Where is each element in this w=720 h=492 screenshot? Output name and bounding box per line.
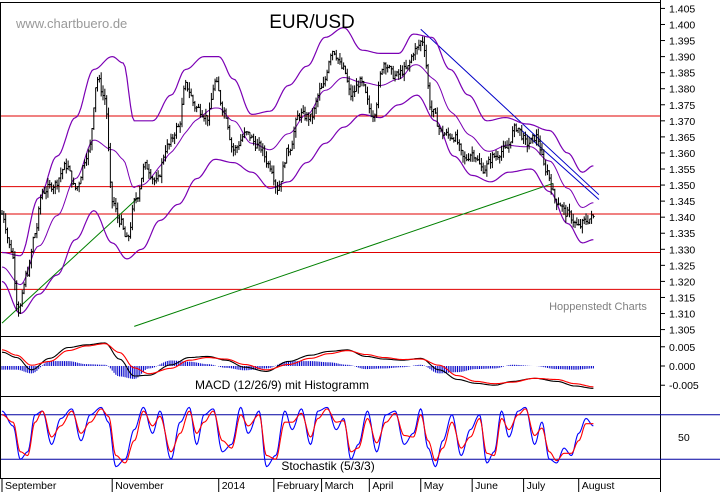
price-tick-label: 1.390: [669, 52, 695, 64]
price-tick-label: 1.405: [669, 3, 695, 15]
trend-lines: [1, 28, 600, 327]
price-tick-label: 1.360: [669, 148, 695, 160]
stochastic-tick-label: 50: [678, 432, 690, 444]
month-axis: September November 2014 February March April M…: [1, 478, 615, 492]
macd-tick-label: 0.000: [669, 361, 695, 373]
macd-signal-line: [1, 343, 594, 388]
price-axis: 1.305 1.310 1.315 1.320 1.325 1.330 1.335 1.340…: [660, 3, 695, 337]
bollinger-bands: [1, 27, 594, 315]
price-tick-label: 1.370: [669, 116, 695, 128]
price-bars: [0, 36, 595, 317]
month-label: April: [372, 480, 393, 492]
bollinger-upper: [1, 27, 594, 257]
stochastic-panel: 50: [1, 406, 720, 468]
price-tick-label: 1.355: [669, 164, 695, 176]
price-tick-label: 1.350: [669, 180, 695, 192]
month-label: March: [325, 480, 354, 492]
price-tick-label: 1.330: [669, 244, 695, 256]
trend-line: [420, 28, 600, 196]
stochastic-d-line: [1, 408, 594, 464]
price-tick-label: 1.305: [669, 325, 695, 337]
price-tick-label: 1.375: [669, 100, 695, 112]
credit-label: Hoppenstedt Charts: [549, 301, 647, 313]
month-label: July: [527, 480, 546, 492]
trend-line: [134, 182, 554, 327]
price-tick-label: 1.380: [669, 84, 695, 96]
price-tick-label: 1.365: [669, 132, 695, 144]
price-tick-label: 1.325: [669, 260, 695, 272]
price-tick-label: 1.345: [669, 196, 695, 208]
month-label: February: [277, 480, 320, 492]
price-chart-title: EUR/USD: [269, 12, 355, 33]
price-bar: [592, 214, 595, 219]
macd-title: MACD (12/26/9) mit Histogramm: [195, 378, 369, 392]
price-tick-label: 1.400: [669, 19, 695, 31]
price-tick-label: 1.335: [669, 228, 695, 240]
trend-line: [1, 197, 139, 324]
bollinger-lower: [1, 94, 594, 315]
macd-line: [1, 342, 594, 389]
price-tick-label: 1.315: [669, 292, 695, 304]
price-tick-label: 1.310: [669, 309, 695, 321]
month-label: August: [582, 480, 615, 492]
price-tick-label: 1.340: [669, 212, 695, 224]
price-tick-label: 1.320: [669, 276, 695, 288]
macd-tick-label: -0.005: [669, 380, 699, 392]
macd-tick-label: 0.005: [669, 342, 695, 354]
price-tick-label: 1.395: [669, 36, 695, 48]
month-label: September: [5, 480, 57, 492]
bollinger-middle: [1, 64, 594, 286]
watermark: www.chartbuero.de: [15, 16, 127, 31]
month-label: June: [475, 480, 498, 492]
price-tick-label: 1.385: [669, 68, 695, 80]
month-label: 2014: [222, 480, 246, 492]
month-label: May: [424, 480, 445, 492]
macd-panel: 0.005 0.000 -0.005: [1, 342, 699, 392]
stochastic-title: Stochastik (5/3/3): [281, 459, 374, 473]
month-label: November: [115, 480, 164, 492]
